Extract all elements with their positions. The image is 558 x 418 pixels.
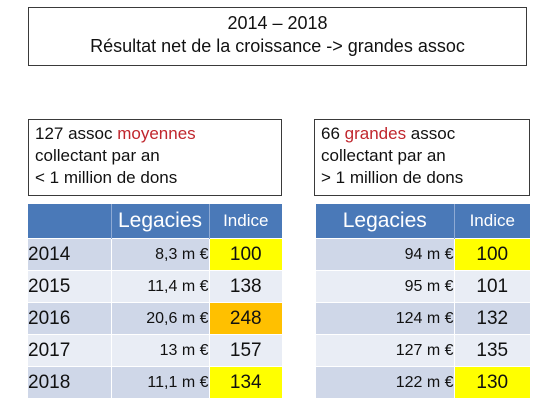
indice-cell: 100 bbox=[454, 238, 530, 271]
left-group-line1: 127 assoc moyennes bbox=[35, 123, 281, 145]
legacies-cell: 20,6 m € bbox=[111, 302, 210, 335]
title-subtitle: Résultat net de la croissance -> grandes… bbox=[90, 36, 465, 56]
title-years: 2014 – 2018 bbox=[227, 13, 328, 33]
table-row: 2018 11,1 m €134 bbox=[28, 366, 282, 398]
right-group-highlight: grandes bbox=[344, 124, 407, 143]
left-group-count: 127 assoc bbox=[35, 124, 118, 143]
right-group-count: 66 bbox=[321, 124, 345, 143]
left-group-highlight: moyennes bbox=[117, 124, 196, 143]
legacies-cell: 11,4 m € bbox=[111, 270, 210, 303]
table-row: 2014 8,3 m €100 bbox=[28, 238, 282, 271]
right-group-line3: > 1 million de dons bbox=[321, 168, 464, 187]
right-header-indice: Indice bbox=[454, 204, 530, 239]
right-header-legacies: Legacies bbox=[316, 204, 455, 239]
left-header-legacies: Legacies bbox=[111, 204, 210, 239]
indice-cell: 157 bbox=[209, 334, 282, 367]
legacies-cell: 122 m € bbox=[316, 366, 455, 398]
legacies-cell: 94 m € bbox=[316, 238, 455, 271]
right-table-header-row: Legacies Indice bbox=[316, 204, 530, 239]
year-cell: 2015 bbox=[28, 270, 112, 303]
indice-cell: 138 bbox=[209, 270, 282, 303]
right-group-line1: 66 grandes assoc bbox=[321, 123, 529, 145]
indice-cell: 132 bbox=[454, 302, 530, 335]
right-group-count-suffix: assoc bbox=[406, 124, 456, 143]
year-cell: 2018 bbox=[28, 366, 112, 398]
table-row: 94 m €100 bbox=[316, 238, 530, 271]
legacies-cell: 124 m € bbox=[316, 302, 455, 335]
left-group-description: 127 assoc moyennes collectant par an < 1… bbox=[28, 119, 282, 196]
legacies-cell: 8,3 m € bbox=[111, 238, 210, 271]
left-group-line2: collectant par an bbox=[35, 146, 160, 165]
indice-cell: 135 bbox=[454, 334, 530, 367]
legacies-cell: 127 m € bbox=[316, 334, 455, 367]
legacies-cell: 95 m € bbox=[316, 270, 455, 303]
indice-cell: 248 bbox=[209, 302, 282, 335]
table-row: 2016 20,6 m €248 bbox=[28, 302, 282, 335]
year-cell: 2014 bbox=[28, 238, 112, 271]
left-table-header-row: Legacies Indice bbox=[28, 204, 282, 239]
left-header-indice: Indice bbox=[209, 204, 282, 239]
left-legacies-table: Legacies Indice 2014 8,3 m €100 2015 11,4 m… bbox=[28, 204, 282, 398]
indice-cell: 134 bbox=[209, 366, 282, 398]
right-legacies-table: Legacies Indice 94 m €100 95 m €101 124 m … bbox=[316, 204, 530, 398]
indice-cell: 100 bbox=[209, 238, 282, 271]
right-group-line2: collectant par an bbox=[321, 146, 446, 165]
year-cell: 2017 bbox=[28, 334, 112, 367]
table-row: 2015 11,4 m €138 bbox=[28, 270, 282, 303]
table-row: 122 m €130 bbox=[316, 366, 530, 398]
left-group-line3: < 1 million de dons bbox=[35, 168, 178, 187]
legacies-cell: 13 m € bbox=[111, 334, 210, 367]
table-row: 95 m €101 bbox=[316, 270, 530, 303]
indice-cell: 130 bbox=[454, 366, 530, 398]
table-row: 2017 13 m €157 bbox=[28, 334, 282, 367]
year-cell: 2016 bbox=[28, 302, 112, 335]
title-box: 2014 – 2018 Résultat net de la croissanc… bbox=[28, 7, 527, 66]
indice-cell: 101 bbox=[454, 270, 530, 303]
table-row: 127 m €135 bbox=[316, 334, 530, 367]
left-header-year bbox=[28, 204, 112, 239]
right-group-description: 66 grandes assoc collectant par an > 1 m… bbox=[314, 119, 530, 196]
table-row: 124 m €132 bbox=[316, 302, 530, 335]
legacies-cell: 11,1 m € bbox=[111, 366, 210, 398]
